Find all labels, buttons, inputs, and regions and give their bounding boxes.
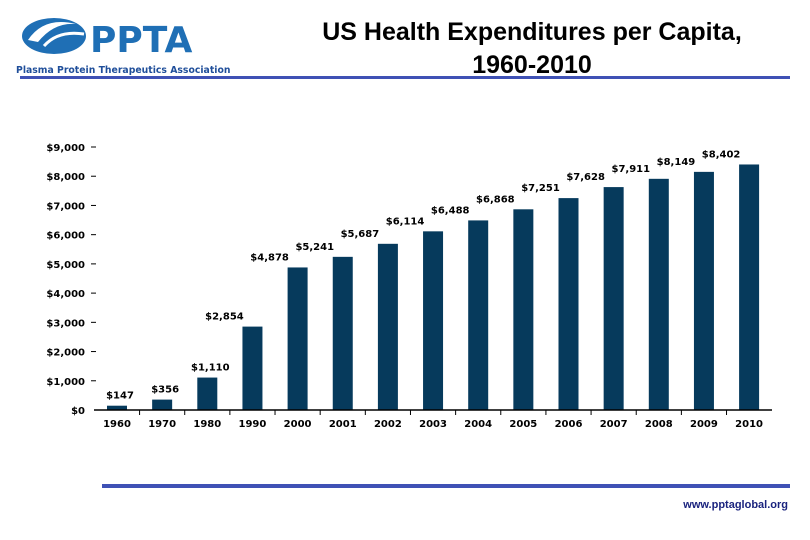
bar-2000 bbox=[287, 267, 308, 410]
data-label-2007: $7,628 bbox=[566, 172, 605, 183]
y-tick-label: $5,000 bbox=[46, 260, 85, 271]
data-label-2001: $5,241 bbox=[295, 242, 334, 253]
data-label-1980: $1,110 bbox=[191, 363, 230, 374]
data-label-2006: $7,251 bbox=[521, 183, 560, 194]
x-tick-label: 2000 bbox=[284, 419, 312, 430]
x-tick-label: 2004 bbox=[464, 419, 492, 430]
y-tick-label: $8,000 bbox=[46, 172, 85, 183]
x-tick-label: 2007 bbox=[600, 419, 628, 430]
data-label-1970: $356 bbox=[151, 385, 179, 396]
y-tick-label: $0 bbox=[71, 406, 85, 417]
bar-1980 bbox=[197, 377, 218, 410]
x-axis: 1960 1970 1980 1990 2000 2001 2002 2003 2004 2005… bbox=[94, 409, 772, 430]
bar-1970 bbox=[152, 399, 173, 410]
page-title: US Health Expenditures per Capita, 1960-… bbox=[262, 16, 802, 82]
title-line-2: 1960-2010 bbox=[472, 51, 592, 79]
x-tick-label: 2002 bbox=[374, 419, 402, 430]
x-tick-label: 1960 bbox=[103, 419, 131, 430]
bar-2005 bbox=[513, 209, 534, 410]
bar-2007 bbox=[603, 187, 624, 410]
bar-1960 bbox=[107, 405, 127, 410]
x-tick-label: 1980 bbox=[193, 419, 221, 430]
y-axis: $0 $1,000 $2,000 $3,000 $4,000 $5,000 $6,000 $7… bbox=[46, 143, 96, 417]
x-tick-label: 1990 bbox=[239, 419, 267, 430]
bar-1990 bbox=[242, 326, 263, 410]
bar-2006 bbox=[558, 198, 579, 410]
title-line-1: US Health Expenditures per Capita, bbox=[322, 18, 742, 46]
y-tick-label: $7,000 bbox=[46, 201, 85, 212]
y-tick-label: $2,000 bbox=[46, 348, 85, 359]
logo-text: PPTA bbox=[90, 20, 193, 61]
x-tick-label: 2001 bbox=[329, 419, 357, 430]
data-label-1960: $147 bbox=[106, 391, 134, 402]
bars: $147 $356 $1,110 $2,854 $4,878 $5,241 $5,687 $6… bbox=[106, 149, 760, 410]
data-label-1990: $2,854 bbox=[205, 312, 244, 323]
bar-2004 bbox=[468, 220, 489, 410]
data-label-2002: $5,687 bbox=[341, 229, 380, 240]
data-label-2008: $7,911 bbox=[612, 164, 651, 175]
x-tick-label: 2010 bbox=[735, 419, 763, 430]
x-tick-label: 2008 bbox=[645, 419, 673, 430]
y-tick-label: $4,000 bbox=[46, 289, 85, 300]
y-tick-label: $6,000 bbox=[46, 231, 85, 242]
y-tick-label: $3,000 bbox=[46, 318, 85, 329]
header-rule bbox=[20, 76, 790, 79]
data-label-2004: $6,488 bbox=[431, 205, 470, 216]
x-tick-label: 2009 bbox=[690, 419, 718, 430]
ppta-logo: PPTA Plasma Protein Therapeutics Associa… bbox=[14, 10, 254, 80]
bar-2010 bbox=[739, 164, 760, 410]
x-tick-label: 2005 bbox=[509, 419, 537, 430]
y-tick-label: $9,000 bbox=[46, 143, 85, 154]
data-label-2010: $8,402 bbox=[702, 149, 741, 160]
x-tick-label: 2006 bbox=[555, 419, 583, 430]
y-tick-label: $1,000 bbox=[46, 377, 85, 388]
x-tick-label: 2003 bbox=[419, 419, 447, 430]
data-label-2005: $6,868 bbox=[476, 194, 515, 205]
bar-2001 bbox=[332, 256, 353, 410]
bar-2008 bbox=[648, 178, 669, 410]
bar-2009 bbox=[693, 171, 714, 410]
data-label-2003: $6,114 bbox=[386, 216, 425, 227]
x-tick-label: 1970 bbox=[148, 419, 176, 430]
bar-2002 bbox=[377, 243, 398, 410]
data-label-2000: $4,878 bbox=[250, 252, 289, 263]
logo-subtitle: Plasma Protein Therapeutics Association bbox=[16, 65, 230, 76]
footer-url[interactable]: www.pptaglobal.org bbox=[683, 499, 788, 511]
logo-swoosh-icon bbox=[22, 18, 86, 54]
footer-rule bbox=[102, 484, 790, 488]
data-label-2009: $8,149 bbox=[657, 157, 696, 168]
bar-2003 bbox=[423, 231, 444, 410]
